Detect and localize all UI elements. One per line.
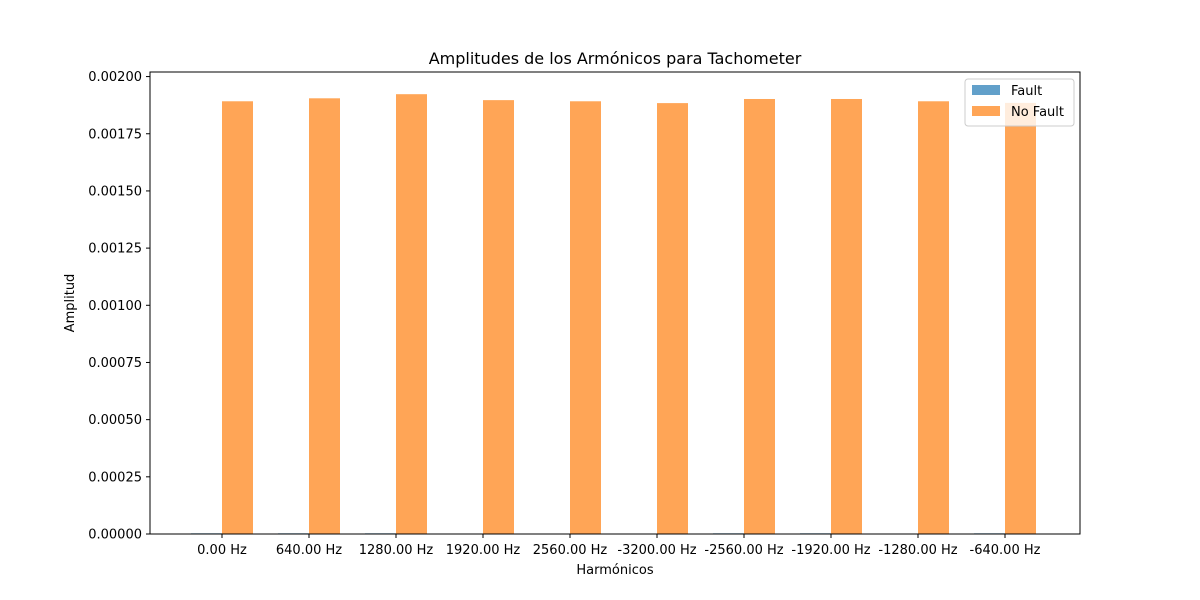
x-tick-label: -1920.00 Hz [791, 543, 870, 558]
bar-no-fault-0 [222, 101, 253, 535]
y-tick-label: 0.00025 [88, 470, 142, 485]
bar-no-fault-3 [483, 100, 514, 534]
plot-frame [149, 71, 1081, 535]
x-tick-label: 1920.00 Hz [446, 543, 521, 558]
bar-no-fault-5 [657, 103, 688, 534]
legend-swatch-no-fault [972, 106, 1000, 116]
legend: Fault No Fault [964, 78, 1075, 127]
x-tick-label: -640.00 Hz [970, 543, 1041, 558]
bar-no-fault-8 [918, 101, 949, 535]
y-tick-label: 0.00150 [88, 184, 142, 199]
legend-swatch-fault [972, 85, 1000, 95]
x-tick-label: 640.00 Hz [276, 543, 342, 558]
y-tick-label: 0.00000 [88, 528, 142, 543]
y-tick-label: 0.00100 [88, 299, 142, 314]
chart-title: Amplitudes de los Armónicos para Tachome… [429, 49, 802, 68]
y-tick-label: 0.00175 [88, 127, 142, 142]
x-tick-label: -3200.00 Hz [617, 543, 696, 558]
x-tick-label: 0.00 Hz [197, 543, 247, 558]
y-axis-label: Amplitud [63, 274, 78, 333]
y-axis: 0.00000 0.00025 0.00050 0.00075 0.00100 0.001… [88, 70, 150, 543]
bar-no-fault-1 [309, 98, 340, 535]
y-tick-label: 0.00075 [88, 356, 142, 371]
bar-no-fault-4 [570, 101, 601, 535]
y-tick-label: 0.00050 [88, 413, 142, 428]
bars-group [191, 94, 1036, 535]
x-tick-label: 2560.00 Hz [533, 543, 608, 558]
x-tick-label: 1280.00 Hz [359, 543, 434, 558]
bar-no-fault-2 [396, 94, 427, 534]
legend-label-no-fault: No Fault [1011, 105, 1064, 120]
y-tick-label: 0.00200 [88, 70, 142, 85]
x-tick-label: -1280.00 Hz [878, 543, 957, 558]
bar-no-fault-6 [744, 98, 775, 534]
bar-no-fault-7 [831, 98, 862, 534]
x-axis-label: Harmónicos [576, 563, 653, 578]
x-tick-label: -2560.00 Hz [704, 543, 783, 558]
y-tick-label: 0.00125 [88, 242, 142, 257]
bar-no-fault-9 [1005, 102, 1036, 535]
legend-label-fault: Fault [1011, 84, 1042, 99]
x-axis: 0.00 Hz 640.00 Hz 1280.00 Hz 1920.00 Hz 2560… [197, 534, 1041, 558]
